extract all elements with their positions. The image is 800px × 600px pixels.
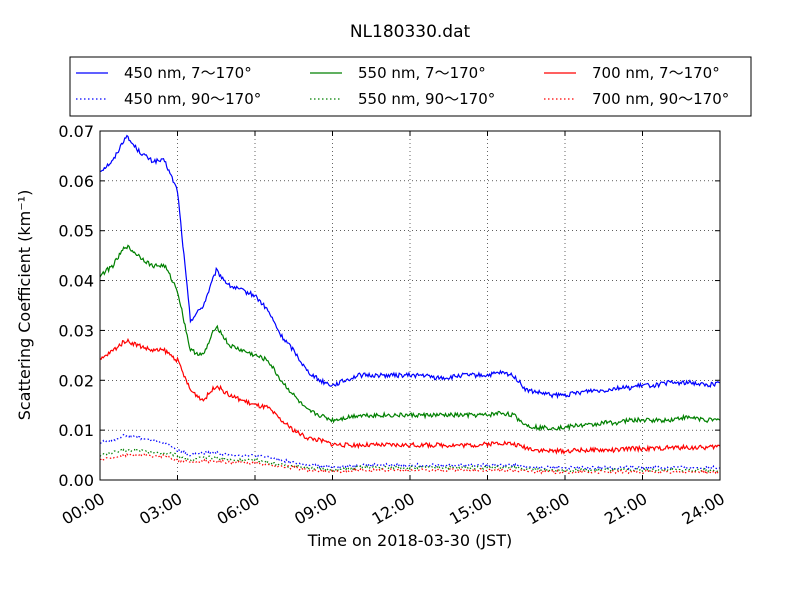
y-tick-label: 0.00 bbox=[58, 471, 94, 490]
chart-title: NL180330.dat bbox=[350, 22, 471, 42]
y-axis-tick-labels: 0.00 0.01 0.02 0.03 0.04 0.05 0.06 0.07 bbox=[58, 122, 94, 490]
y-tick-label: 0.06 bbox=[58, 172, 94, 191]
y-tick-label: 0.04 bbox=[58, 272, 94, 291]
axis-ticks bbox=[99, 130, 721, 481]
legend: 450 nm, 7～170° 450 nm, 90～170° 550 nm, 7～1… bbox=[69, 56, 752, 117]
series-line bbox=[99, 337, 721, 455]
y-tick-label: 0.02 bbox=[58, 371, 94, 390]
x-axis-label: Time on 2018-03-30 (JST) bbox=[307, 531, 512, 550]
series-line bbox=[99, 134, 721, 400]
y-axis-label: Scattering Coefficient (km⁻¹) bbox=[15, 190, 34, 421]
legend-label: 700 nm, 7～170° bbox=[592, 64, 720, 82]
legend-label: 550 nm, 90～170° bbox=[358, 90, 495, 108]
y-tick-label: 0.03 bbox=[58, 321, 94, 340]
series-line bbox=[99, 448, 721, 473]
legend-label: 550 nm, 7～170° bbox=[358, 64, 486, 82]
y-tick-label: 0.07 bbox=[58, 122, 94, 141]
legend-label: 700 nm, 90～170° bbox=[592, 90, 729, 108]
y-tick-label: 0.01 bbox=[58, 421, 94, 440]
legend-box bbox=[69, 56, 752, 117]
legend-label: 450 nm, 90～170° bbox=[124, 90, 261, 108]
y-tick-label: 0.05 bbox=[58, 222, 94, 241]
grid-lines bbox=[100, 131, 720, 480]
legend-items: 450 nm, 7～170° 450 nm, 90～170° 550 nm, 7～1… bbox=[76, 64, 729, 108]
legend-label: 450 nm, 7～170° bbox=[124, 64, 252, 82]
plot-area bbox=[99, 130, 721, 481]
series-line bbox=[99, 244, 721, 432]
series-layer bbox=[99, 134, 721, 475]
